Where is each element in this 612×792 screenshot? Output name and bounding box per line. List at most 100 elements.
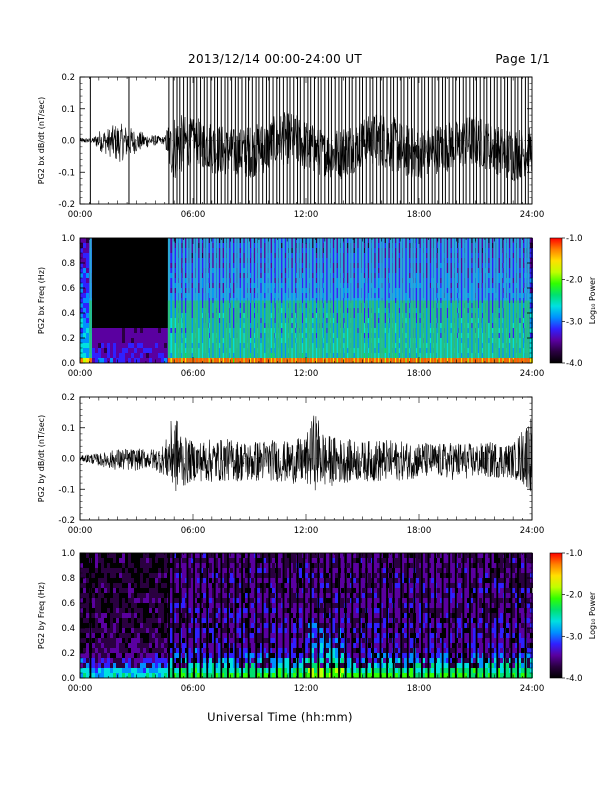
spectrogram-cell [173,563,176,568]
spectrogram-cell [470,283,473,288]
spectrogram-cell [239,253,242,258]
spectrogram-cell [95,623,98,628]
spectrogram-cell [398,343,401,348]
spectrogram-cell [146,563,149,568]
spectrogram-cell [332,348,335,353]
spectrogram-cell [440,303,443,308]
spectrogram-cell [83,623,86,628]
spectrogram-cell [488,343,491,348]
spectrogram-cell [488,248,491,253]
spectrogram-cell [515,278,518,283]
spectrogram-stripe-low [268,300,271,363]
spectrogram-cell [260,263,263,268]
spectrogram-cell [398,333,401,338]
spectrogram-cell [260,358,263,363]
spectrogram-cell [83,573,86,578]
y-tick-label: 0.0 [61,359,75,369]
spectrogram-cell [218,288,221,293]
spectrogram-cell [83,668,86,673]
spectrogram-cell [119,583,122,588]
spectrogram-cell [161,673,164,678]
spectrogram-cell [404,358,407,363]
y-tick-label: 0.0 [61,137,75,147]
spectrogram-cell [260,298,263,303]
spectrogram-cell [80,608,83,613]
spectrogram-cell [164,668,167,673]
spectrogram-cell [242,248,245,253]
spectrogram-cell [326,283,329,288]
spectrogram-cell [239,323,242,328]
spectrogram-cell [101,643,104,648]
spectrogram-cell [212,358,215,363]
spectrogram-stripe-low [320,300,323,363]
spectrogram-cell [155,628,158,633]
spectrogram-cell [173,558,176,563]
spectrogram-cell [530,333,533,338]
spectrogram-stripe-low [375,300,379,363]
spectrogram-cell [284,278,287,283]
spectrogram-cell [149,648,152,653]
spectrogram-cell [419,238,422,243]
spectrogram-cell [308,348,311,353]
spectrogram-cell [137,328,140,333]
spectrogram-cell [146,558,149,563]
y-tick-label: 0.4 [61,309,75,319]
spectrogram-cell [116,573,119,578]
spectrogram-cell [260,273,263,278]
spectrogram-cell [191,298,194,303]
spectrogram-cell [446,338,449,343]
spectrogram-cell [530,303,533,308]
spectrogram-cell [104,643,107,648]
spectrogram-cell [170,288,173,293]
spectrogram-cell [170,563,173,568]
spectrogram-cell [260,338,263,343]
spectrogram-cell [239,278,242,283]
spectrogram-cell [491,298,494,303]
spectrogram-cell [83,243,86,248]
spectrogram-cell [356,253,359,258]
spectrogram-cell [134,563,137,568]
spectrogram-cell [116,648,119,653]
spectrogram-cell [212,323,215,328]
spectrogram-cell [425,243,428,248]
spectrogram-cell [122,573,125,578]
spectrogram-stripe-base [482,358,486,363]
spectrogram-cell [377,343,380,348]
spectrogram-cell [92,663,95,668]
spectrogram-cell [422,293,425,298]
colorbar-label: Log₁₀ Power [588,276,597,324]
y-tick-label: 0.2 [61,334,75,344]
spectrogram-cell [404,288,407,293]
spectrogram-cell [170,263,173,268]
spectrogram-cell [125,553,128,558]
spectrogram-cell [239,348,242,353]
spectrogram-cell [191,283,194,288]
spectrogram-cell [155,608,158,613]
spectrogram-cell [446,238,449,243]
spectrogram-cell [155,573,158,578]
spectrogram-cell [122,648,125,653]
spectrogram-cell [155,558,158,563]
spectrogram-cell [119,558,122,563]
spectrogram-cell [113,673,116,678]
spectrogram-cell [86,553,89,558]
spectrogram-cell [260,253,263,258]
spectrogram-cell [113,643,116,648]
spectrogram-stripe-low [520,300,524,363]
spectrogram-cell [80,568,83,573]
spectrogram-cell [467,288,470,293]
spectrogram-stripe-low [240,300,244,363]
spectrogram-cell [137,618,140,623]
spectrogram-cell [491,303,494,308]
spectrogram-cell [176,648,179,653]
spectrogram-cell [98,603,101,608]
spectrogram-cell [446,353,449,358]
spectrogram-cell [110,658,113,663]
spectrogram-stripe-base [348,358,351,363]
spectrogram-cell [113,593,116,598]
spectrogram-cell [101,583,104,588]
spectrogram-cell [83,263,86,268]
spectrogram-cell [104,348,107,353]
spectrogram-cell [143,353,146,358]
